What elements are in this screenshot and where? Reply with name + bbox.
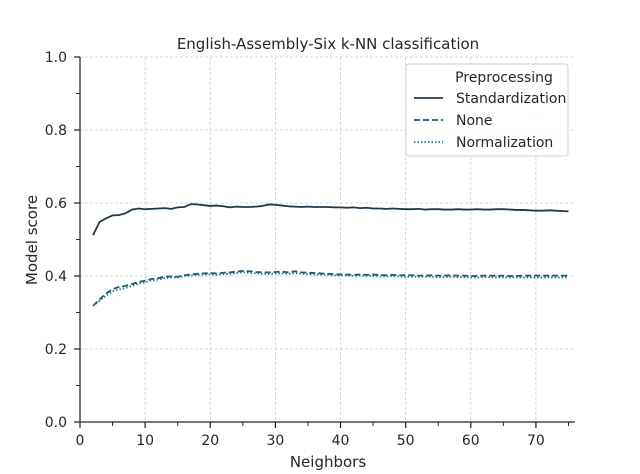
chart-title: English-Assembly-Six k-NN classification	[177, 35, 479, 53]
x-tick-label: 20	[201, 433, 219, 449]
y-tick-label: 0.6	[45, 196, 67, 212]
y-tick-label: 0.8	[45, 123, 67, 139]
y-tick-label: 0.4	[45, 269, 67, 285]
x-tick-label: 50	[397, 433, 415, 449]
legend-label-standardization: Standardization	[456, 91, 566, 107]
x-axis-title: Neighbors	[290, 453, 367, 471]
series-line-none	[92, 269, 569, 307]
series-line-standardization	[92, 203, 569, 236]
x-tick-label: 0	[76, 433, 85, 449]
x-tick-label: 60	[462, 433, 480, 449]
y-tick-label: 1.0	[45, 50, 67, 66]
x-tick-label: 30	[266, 433, 284, 449]
series-lines	[92, 203, 569, 307]
x-ticks: 0 10 20 30 40 50 60 70	[76, 422, 569, 449]
y-ticks: 0.0 0.2 0.4 0.6 0.8 1.0	[45, 50, 80, 431]
x-tick-label: 70	[527, 433, 545, 449]
legend-label-normalization: Normalization	[456, 135, 553, 151]
x-tick-label: 10	[136, 433, 154, 449]
y-axis-title: Model score	[23, 195, 41, 285]
series-line-normalization	[92, 271, 569, 307]
y-tick-label: 0.0	[45, 415, 67, 431]
legend-label-none: None	[456, 113, 493, 129]
legend-title: Preprocessing	[455, 70, 553, 86]
legend: Preprocessing Standardization None Normali…	[405, 63, 569, 157]
legend-frame	[405, 63, 569, 157]
x-tick-label: 40	[332, 433, 350, 449]
y-tick-label: 0.2	[45, 342, 67, 358]
legend-items: Standardization None Normalization	[414, 91, 566, 151]
